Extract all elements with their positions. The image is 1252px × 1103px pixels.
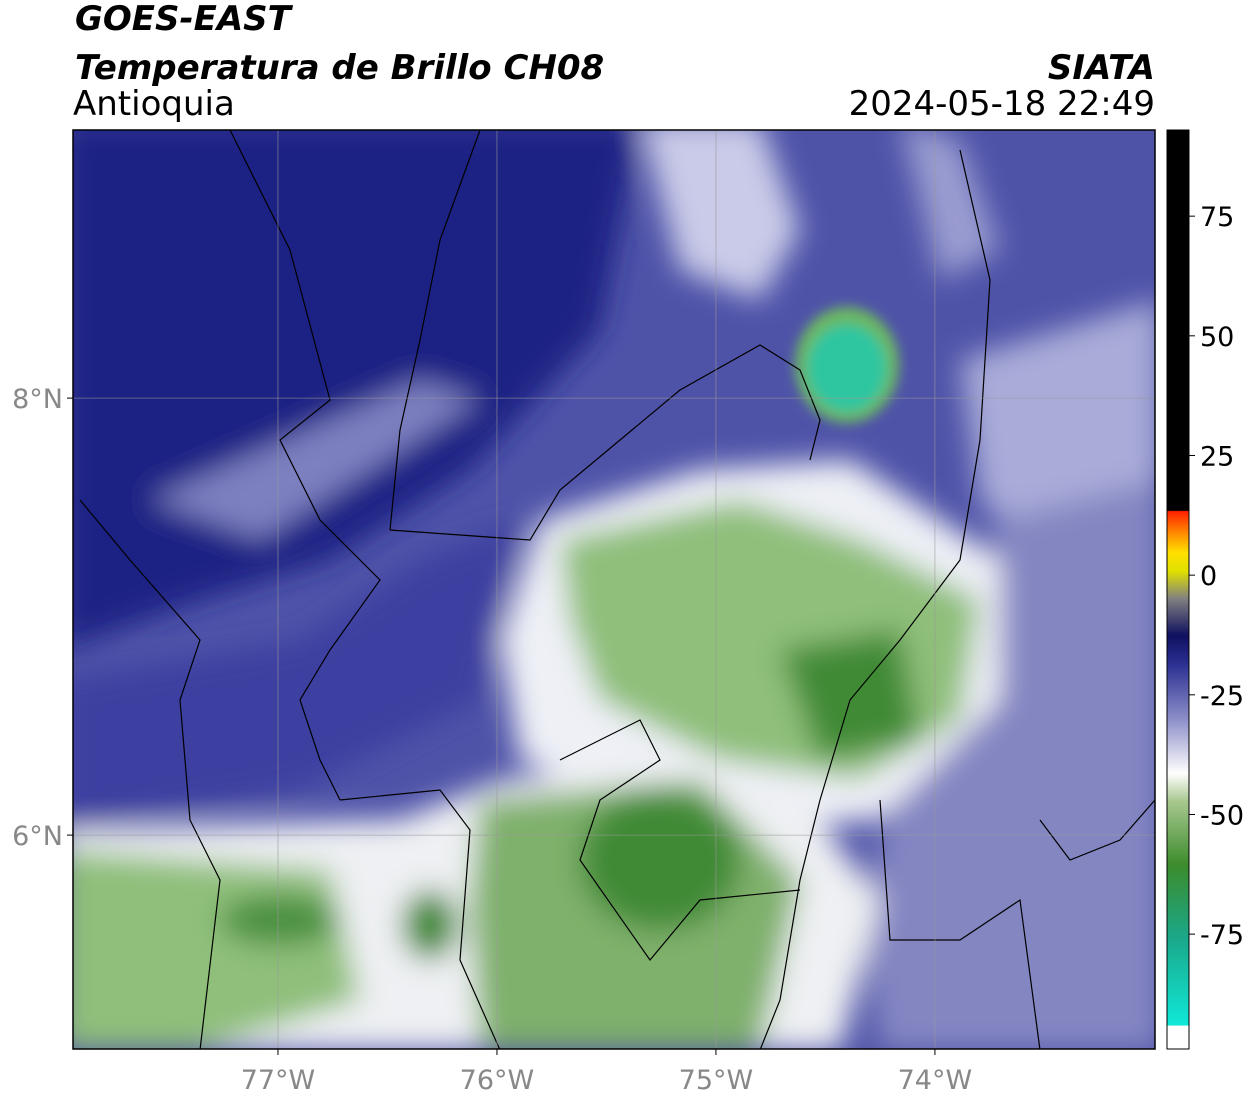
colorbar-label: 0 xyxy=(1200,561,1217,592)
region: Antioquia xyxy=(73,84,235,124)
boundaries xyxy=(79,130,1155,1049)
colorbar-label: 25 xyxy=(1200,441,1234,472)
map-frame xyxy=(72,129,1156,1050)
colorbar-label: -25 xyxy=(1200,681,1244,712)
colorbar-label: 50 xyxy=(1200,322,1234,353)
y-tick-label: 6°N xyxy=(12,821,63,852)
colorbar-label: -75 xyxy=(1200,920,1244,951)
satellite: GOES-EAST xyxy=(75,0,294,39)
x-tick-label: 74°W xyxy=(898,1065,973,1096)
colorbar-label: 75 xyxy=(1200,202,1234,233)
source: SIATA xyxy=(1048,48,1155,88)
y-tick-label: 8°N xyxy=(12,384,63,415)
colorbar-label: -50 xyxy=(1200,800,1244,831)
product: Temperatura de Brillo CH08 xyxy=(75,48,604,88)
x-tick-label: 76°W xyxy=(460,1065,535,1096)
colorbar xyxy=(1166,129,1190,1050)
x-tick-label: 75°W xyxy=(679,1065,754,1096)
x-tick-label: 77°W xyxy=(241,1065,316,1096)
satellite-image xyxy=(73,130,1155,1049)
datetime: 2024-05-18 22:49 xyxy=(849,84,1155,124)
